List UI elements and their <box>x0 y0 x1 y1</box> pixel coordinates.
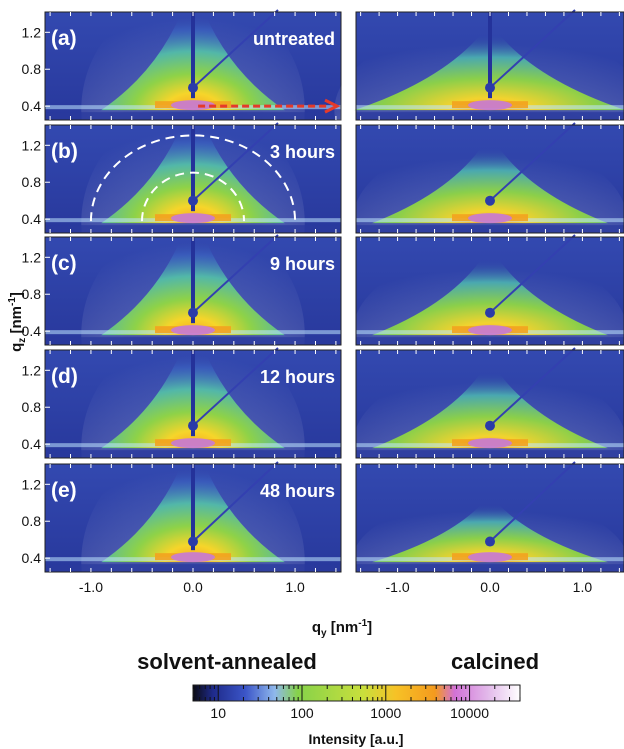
beamstop <box>485 307 495 318</box>
y-tick-label: 0.8 <box>22 174 42 190</box>
y-tick-label: 1.2 <box>22 476 42 492</box>
beamstop <box>485 82 495 93</box>
beamstop-wire <box>489 9 576 89</box>
panel-time-label: 9 hours <box>270 254 335 274</box>
panel-calcined-5 <box>352 461 624 627</box>
y-axis-title: qz [nm-1] <box>7 292 28 352</box>
colorbar: 10 100 1000 10000 Intensity [a.u.] <box>192 684 521 747</box>
beamstop <box>485 420 495 431</box>
panel-label: (b) <box>51 140 78 163</box>
beamstop <box>188 82 198 93</box>
x-tick-label: 1.0 <box>285 579 305 595</box>
colorbar-tick-label: 100 <box>290 705 314 721</box>
ring-annotations <box>89 134 297 222</box>
beamstop-rod <box>191 464 195 551</box>
panel-time-label: 48 hours <box>260 481 335 501</box>
y-tick-label: 1.2 <box>22 362 42 378</box>
y-tick-label: 1.2 <box>22 24 42 40</box>
colorbar-title: Intensity [a.u.] <box>309 731 404 747</box>
beamstop-wire <box>192 122 279 202</box>
arrow-head <box>324 98 341 114</box>
beamstop-wire <box>489 347 576 427</box>
y-tick-label: 0.8 <box>22 399 42 415</box>
scattering-fan <box>372 501 608 563</box>
colorbar-tick-label: 10 <box>210 705 226 721</box>
scattering-fan <box>372 143 608 224</box>
panel-label: (d) <box>51 365 78 388</box>
y-tick-label: 0.8 <box>22 513 42 529</box>
beamstop <box>485 536 495 547</box>
panel-time-label: 3 hours <box>270 142 335 162</box>
panel-label: (e) <box>51 479 77 502</box>
qy-cut-arrow <box>198 98 341 114</box>
panel-solvent-annealed-5: 1.2 0.8 0.4 (e) 48 hours <box>22 446 342 679</box>
beamstop <box>188 420 198 431</box>
colorbar-tick-label: 1000 <box>370 705 401 721</box>
bragg-peak <box>468 438 512 449</box>
x-axis-title: qy [nm-1] <box>312 618 372 639</box>
beamstop-wire <box>489 122 576 202</box>
beamstop-wire <box>489 234 576 314</box>
beamstop-wire <box>489 461 576 543</box>
ring-inner <box>140 171 246 222</box>
beamstop-rod <box>488 12 492 99</box>
caption-solvent-annealed: solvent-annealed <box>137 649 317 674</box>
y-tick-label: 1.2 <box>22 249 42 265</box>
y-tick-label: 1.2 <box>22 137 42 153</box>
beamstop-rod <box>191 350 195 437</box>
y-tick-label: 0.4 <box>22 550 42 566</box>
y-tick-label: 0.8 <box>22 286 42 302</box>
beamstop-rod <box>191 237 195 324</box>
x-tick-label: 1.0 <box>573 579 593 595</box>
colorbar-tick-labels: 10 100 1000 10000 <box>210 705 489 721</box>
y-tick-label: 0.4 <box>22 98 42 114</box>
beamstop <box>485 195 495 206</box>
panel-time-label: untreated <box>253 29 335 49</box>
x-tick-label: -1.0 <box>79 579 103 595</box>
bragg-peak <box>171 438 215 449</box>
bragg-peak <box>171 552 215 563</box>
y-tick-label: 0.8 <box>22 61 42 77</box>
beamstop <box>188 307 198 318</box>
beamstop <box>188 195 198 206</box>
bragg-peak <box>468 100 512 111</box>
caption-calcined: calcined <box>451 649 539 674</box>
y-tick-label: 0.4 <box>22 436 42 452</box>
bragg-peak <box>468 213 512 224</box>
bragg-peak <box>468 552 512 563</box>
scattering-fan <box>372 368 608 449</box>
bragg-peak <box>171 325 215 336</box>
panel-grid: 1.2 0.8 0.4 (a) untreated 1.2 0.8 0.4 (b) 3 hours… <box>22 0 624 679</box>
panel-label: (a) <box>51 27 77 50</box>
beamstop-wire <box>192 9 279 89</box>
beamstop-wire <box>192 461 279 543</box>
beamstop-wire <box>192 234 279 314</box>
colorbar-minor-ticks <box>192 685 521 701</box>
colorbar-tick-label: 10000 <box>450 705 489 721</box>
panel-label: (c) <box>51 252 77 275</box>
colorbar-gradient <box>192 684 521 702</box>
x-tick-label: 0.0 <box>480 579 500 595</box>
x-tick-labels: -1.0 0.0 1.0 -1.0 0.0 1.0 <box>79 579 592 595</box>
beamstop-rod <box>191 12 195 99</box>
x-tick-label: 0.0 <box>183 579 203 595</box>
beamstop-rod <box>191 125 195 212</box>
scattering-fan <box>372 255 608 336</box>
bragg-peak <box>468 325 512 336</box>
panel-time-label: 12 hours <box>260 367 335 387</box>
y-tick-label: 0.4 <box>22 323 42 339</box>
y-tick-label: 0.4 <box>22 211 42 227</box>
beamstop-wire <box>192 347 279 427</box>
x-tick-label: -1.0 <box>386 579 410 595</box>
beamstop <box>188 536 198 547</box>
